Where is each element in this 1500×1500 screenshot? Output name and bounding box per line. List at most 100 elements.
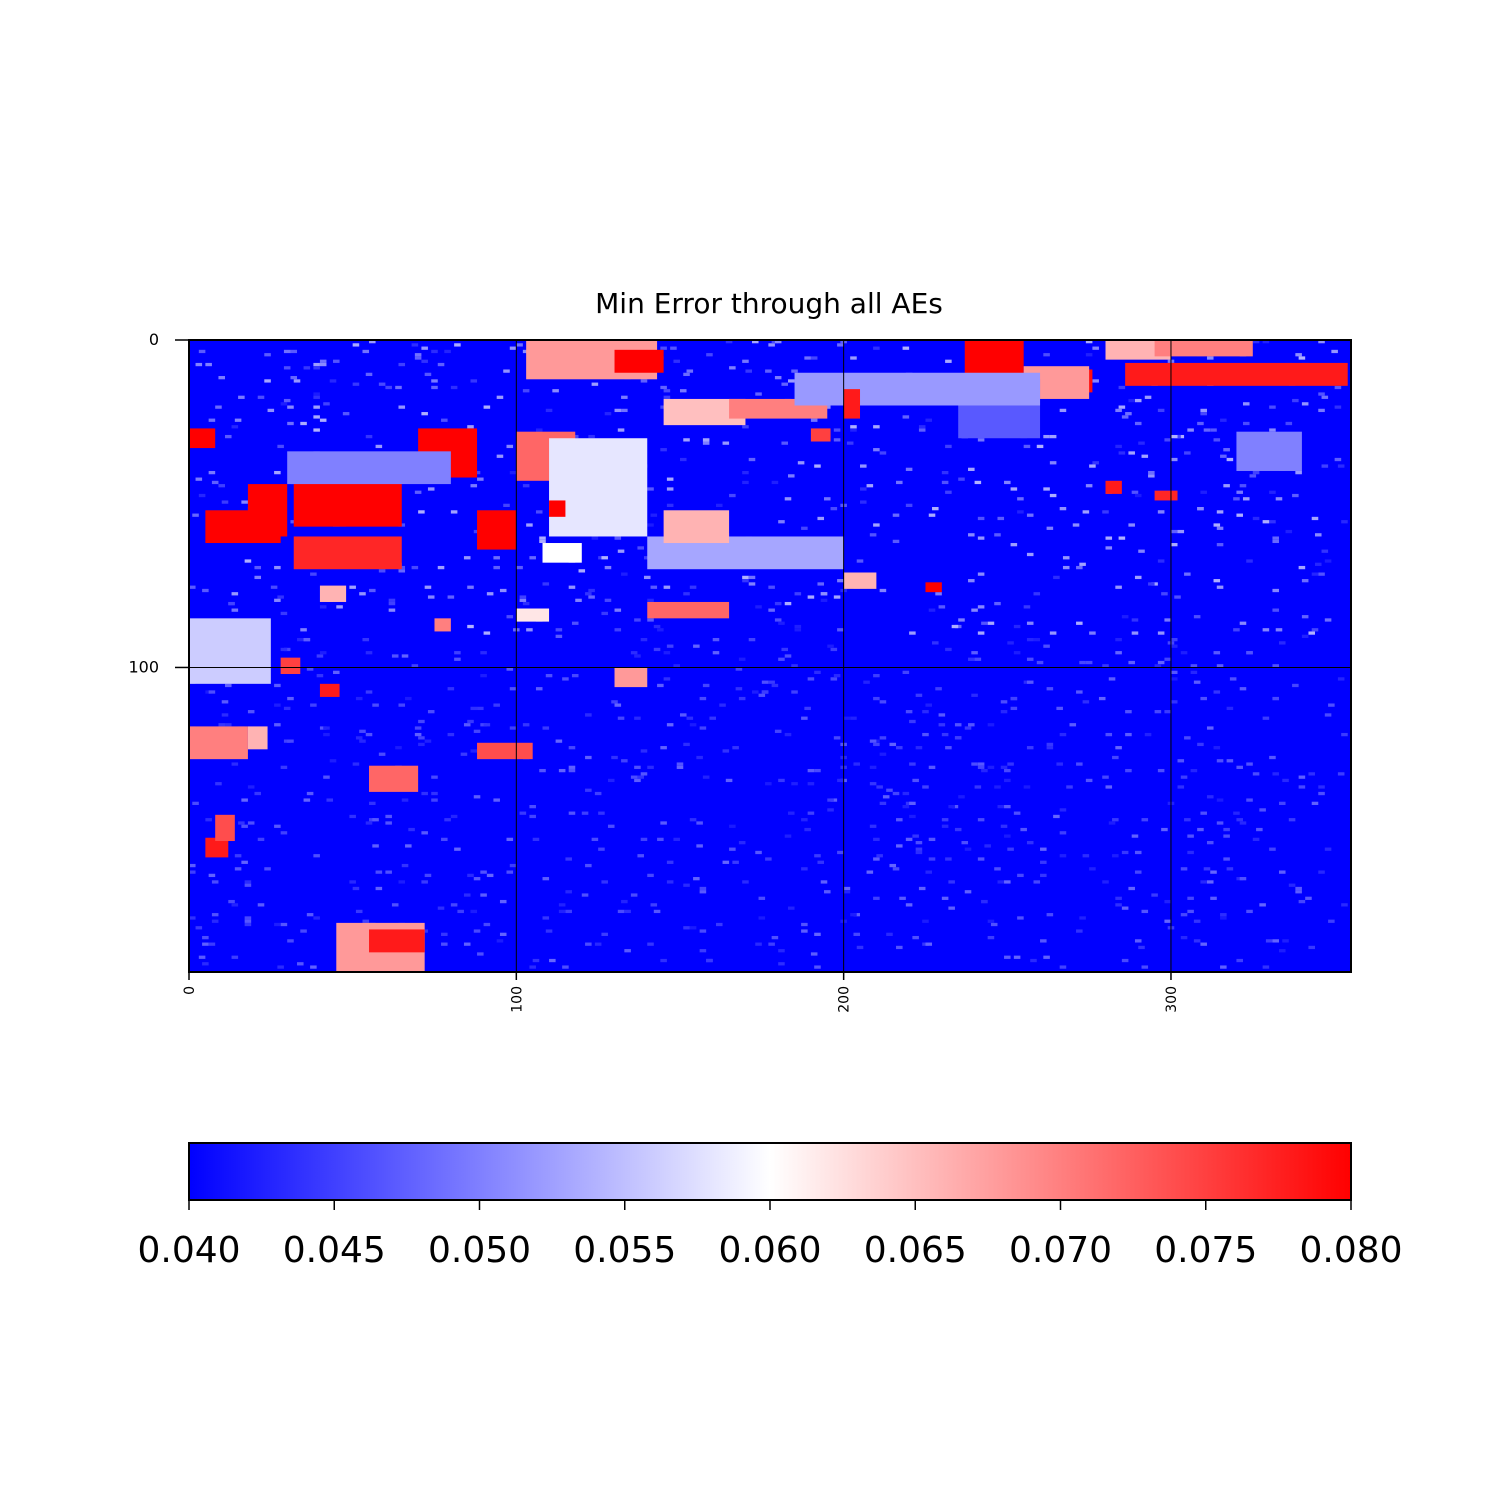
heatmap-background bbox=[189, 340, 1351, 972]
heatmap-cell bbox=[408, 827, 415, 832]
heatmap-cell bbox=[463, 723, 471, 727]
heatmap-cell bbox=[575, 598, 582, 602]
heatmap-cell bbox=[254, 791, 262, 796]
heatmap-cell bbox=[1115, 896, 1122, 900]
heatmap-cell bbox=[228, 899, 235, 904]
heatmap-cell bbox=[778, 949, 785, 953]
heatmap-cell bbox=[817, 582, 825, 586]
heatmap-cell bbox=[1174, 595, 1181, 599]
heatmap-region bbox=[369, 929, 425, 953]
heatmap-cell bbox=[362, 637, 370, 642]
heatmap-cell bbox=[313, 415, 320, 419]
heatmap-cell bbox=[722, 860, 730, 864]
heatmap-cell bbox=[742, 880, 749, 884]
heatmap-cell bbox=[987, 723, 995, 727]
heatmap-cell bbox=[391, 903, 399, 907]
heatmap-cell bbox=[310, 572, 317, 576]
heatmap-cell bbox=[424, 585, 432, 589]
heatmap-cell bbox=[640, 379, 648, 383]
heatmap-cell bbox=[297, 962, 304, 966]
heatmap-cell bbox=[1056, 762, 1063, 766]
heatmap-cell bbox=[732, 860, 739, 864]
heatmap-cell bbox=[617, 428, 625, 432]
heatmap-cell bbox=[742, 425, 749, 429]
heatmap-cell bbox=[1125, 412, 1132, 416]
heatmap-cell bbox=[591, 536, 599, 540]
heatmap-cell bbox=[532, 837, 540, 842]
heatmap-region bbox=[810, 428, 831, 442]
heatmap-cell bbox=[303, 637, 311, 642]
heatmap-cell bbox=[483, 723, 491, 727]
heatmap-cell bbox=[1170, 457, 1178, 462]
heatmap-cell bbox=[807, 595, 815, 599]
heatmap-region bbox=[925, 582, 942, 593]
heatmap-cell bbox=[568, 746, 576, 750]
heatmap-cell bbox=[424, 372, 432, 377]
heatmap-cell bbox=[827, 808, 834, 812]
heatmap-cell bbox=[679, 713, 687, 717]
heatmap-cell bbox=[941, 818, 949, 822]
heatmap-cell bbox=[1085, 660, 1093, 665]
heatmap-cell bbox=[319, 651, 327, 655]
heatmap-cell bbox=[909, 762, 916, 766]
heatmap-cell bbox=[909, 814, 916, 819]
heatmap-cell bbox=[424, 739, 432, 743]
heatmap-cell bbox=[758, 916, 766, 920]
heatmap-cell bbox=[601, 611, 608, 616]
heatmap-cell bbox=[1226, 457, 1234, 462]
heatmap-cell bbox=[1157, 408, 1165, 413]
heatmap-cell bbox=[968, 657, 975, 661]
heatmap-cell bbox=[614, 608, 622, 612]
heatmap-cell bbox=[319, 359, 327, 363]
heatmap-region bbox=[280, 657, 301, 675]
heatmap-cell bbox=[1272, 696, 1279, 701]
heatmap-cell bbox=[1157, 768, 1165, 773]
heatmap-cell bbox=[202, 588, 209, 593]
heatmap-cell bbox=[1013, 811, 1021, 815]
x-tick-label: 100 bbox=[509, 986, 525, 1013]
heatmap-cell bbox=[1239, 687, 1247, 691]
heatmap-cell bbox=[1328, 703, 1335, 707]
heatmap-cell bbox=[1213, 579, 1221, 583]
heatmap-cell bbox=[742, 579, 749, 583]
heatmap-cell bbox=[1023, 444, 1031, 449]
heatmap-cell bbox=[981, 768, 988, 773]
heatmap-cell bbox=[1036, 660, 1044, 665]
heatmap-cell bbox=[1242, 497, 1250, 501]
heatmap-cell bbox=[1151, 893, 1158, 897]
heatmap-cell bbox=[493, 798, 500, 802]
heatmap-cell bbox=[1233, 811, 1240, 815]
heatmap-cell bbox=[738, 657, 746, 661]
heatmap-cell bbox=[568, 768, 576, 773]
heatmap-cell bbox=[398, 569, 406, 573]
heatmap-cell bbox=[1043, 487, 1050, 491]
heatmap-cell bbox=[1102, 510, 1109, 514]
heatmap-cell bbox=[499, 932, 507, 936]
heatmap-cell bbox=[663, 677, 671, 681]
heatmap-cell bbox=[375, 870, 383, 874]
heatmap-cell bbox=[274, 565, 281, 570]
heatmap-cell bbox=[362, 349, 370, 354]
heatmap-cell bbox=[421, 346, 428, 350]
heatmap-cell bbox=[552, 389, 559, 393]
heatmap-cell bbox=[1004, 834, 1011, 838]
heatmap-cell bbox=[588, 434, 595, 439]
heatmap-cell bbox=[522, 723, 530, 727]
heatmap-cell bbox=[968, 723, 975, 727]
heatmap-cell bbox=[1308, 772, 1315, 776]
heatmap-cell bbox=[768, 608, 775, 612]
heatmap-cell bbox=[378, 382, 386, 386]
heatmap-cell bbox=[463, 942, 471, 946]
heatmap-cell bbox=[778, 962, 785, 966]
heatmap-region bbox=[369, 765, 419, 792]
heatmap-cell bbox=[277, 965, 284, 969]
heatmap-cell bbox=[473, 795, 481, 799]
heatmap-cell bbox=[879, 588, 887, 593]
heatmap-cell bbox=[431, 385, 438, 390]
heatmap-cell bbox=[349, 814, 356, 819]
heatmap-cell bbox=[833, 674, 841, 678]
heatmap-cell bbox=[313, 362, 320, 367]
heatmap-cell bbox=[994, 867, 1001, 871]
heatmap-cell bbox=[545, 929, 553, 933]
heatmap-cell bbox=[778, 520, 785, 524]
